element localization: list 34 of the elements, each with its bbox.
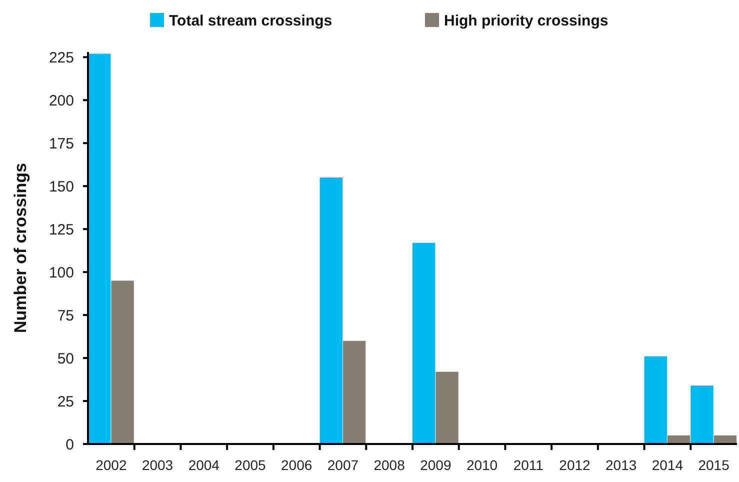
bar xyxy=(111,280,134,444)
y-tick-label: 200 xyxy=(48,92,74,110)
x-tick-label: 2010 xyxy=(466,457,498,473)
legend-label: High priority crossings xyxy=(444,12,608,30)
x-tick-label: 2004 xyxy=(188,457,220,473)
x-tick-label: 2003 xyxy=(142,457,174,473)
x-tick-label: 2009 xyxy=(420,457,452,473)
bar xyxy=(436,372,458,444)
x-tick-label: 2015 xyxy=(698,457,730,473)
x-tick-label: 2011 xyxy=(513,457,544,473)
bar xyxy=(690,386,714,444)
y-axis-title: Number of crossings xyxy=(11,162,30,334)
x-tick-label: 2007 xyxy=(327,457,359,473)
bar xyxy=(644,356,667,444)
legend-label: Total stream crossings xyxy=(169,12,332,30)
x-tick-label: 2002 xyxy=(96,457,127,473)
y-tick-label: 100 xyxy=(48,264,74,282)
y-tick-label: 225 xyxy=(48,49,74,66)
bar xyxy=(320,178,342,444)
y-tick-label: 0 xyxy=(66,436,74,454)
y-tick-label: 75 xyxy=(57,307,74,324)
x-tick-label: 2014 xyxy=(652,457,684,473)
y-tick-label: 150 xyxy=(48,178,74,196)
x-tick-label: 2013 xyxy=(606,457,637,473)
bar xyxy=(412,242,436,444)
bar xyxy=(342,340,366,444)
y-tick-label: 175 xyxy=(48,135,74,152)
x-tick-label: 2008 xyxy=(374,457,406,473)
y-tick-label: 125 xyxy=(48,221,74,238)
y-tick-label: 50 xyxy=(57,350,74,368)
x-tick-label: 2005 xyxy=(234,457,266,473)
y-tick-label: 25 xyxy=(57,393,74,410)
x-tick-label: 2012 xyxy=(559,457,591,473)
x-tick-label: 2006 xyxy=(281,457,312,473)
